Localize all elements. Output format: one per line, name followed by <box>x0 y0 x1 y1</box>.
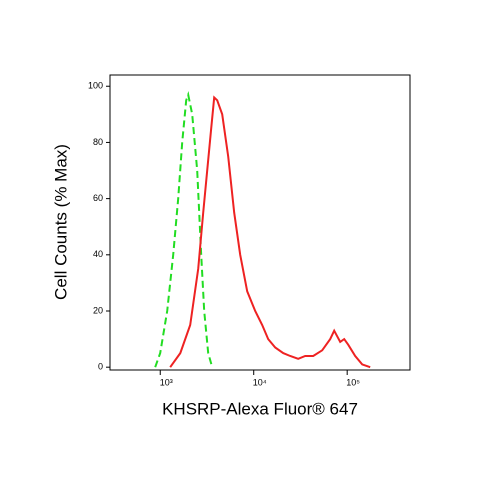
y-tick-label: 40 <box>93 249 103 259</box>
y-tick-label: 80 <box>93 137 103 147</box>
plot-frame <box>109 74 411 371</box>
x-tick-label: 10⁵ <box>346 377 360 387</box>
x-tick-label: 10⁴ <box>253 377 267 387</box>
y-tick-label: 100 <box>88 81 103 91</box>
y-tick-label: 60 <box>93 193 103 203</box>
data-line <box>154 90 214 368</box>
y-tick-label: 20 <box>93 305 103 315</box>
x-tick-label: 10³ <box>160 377 173 387</box>
x-axis-label: KHSRP-Alexa Fluor® 647 <box>162 399 358 418</box>
data-line <box>169 95 371 369</box>
y-axis-label: Cell Counts (% Max) <box>51 144 70 300</box>
y-tick-label: 0 <box>98 362 103 372</box>
